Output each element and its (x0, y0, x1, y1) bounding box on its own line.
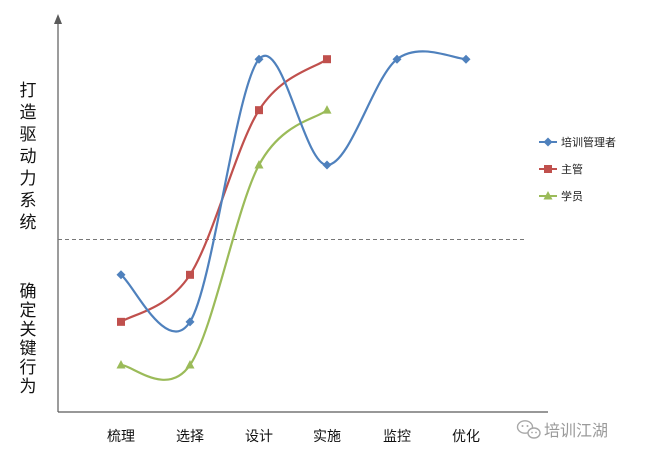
series-1-point (185, 317, 195, 327)
series-2-point (117, 317, 125, 326)
y-axis-label-upper-char: 造 (20, 103, 37, 123)
series-3-point (254, 160, 264, 169)
y-axis-label-lower-char: 为 (20, 377, 37, 397)
y-axis-label-lower-char: 行 (20, 358, 37, 378)
legend-item-1-swatch-point (543, 137, 553, 147)
series-3 (116, 105, 332, 381)
x-tick-label: 优化 (452, 429, 480, 445)
y-axis-label-upper-char: 动 (20, 147, 37, 167)
watermark: 培训江湖 (516, 420, 608, 440)
legend-item-2-label: 主管 (561, 162, 583, 176)
series-1-point (461, 54, 471, 64)
legend-item-2-swatch-point (544, 165, 552, 173)
series-2-point (323, 55, 331, 64)
y-axis-label-upper-char: 系 (20, 191, 37, 211)
x-tick-label: 监控 (383, 429, 411, 445)
y-axis-arrow (54, 14, 62, 24)
y-axis-label-lower-char: 关 (20, 320, 37, 340)
x-tick-label: 梳理 (107, 429, 135, 445)
series-2-line (119, 58, 329, 323)
series-3-point (322, 105, 332, 114)
y-axis-label-upper-char: 驱 (20, 125, 37, 145)
series-1-line (119, 50, 468, 333)
legend-item-1: 培训管理者 (539, 135, 616, 149)
x-tick-label: 选择 (176, 429, 204, 445)
y-axis-label-upper-char: 统 (20, 213, 37, 233)
series-3-point (116, 359, 126, 369)
series-layer (116, 50, 471, 381)
watermark-text: 培训江湖 (544, 421, 608, 440)
series-1 (116, 50, 471, 333)
series-1-point (322, 160, 332, 170)
wechat-icon (516, 420, 541, 439)
series-1-point (254, 54, 264, 64)
series-2-point (255, 106, 263, 115)
axes (54, 14, 548, 413)
legend-item-1-label: 培训管理者 (561, 135, 616, 149)
y-axis-label-lower-char: 确 (20, 282, 37, 302)
y-axis-label-upper-char: 打 (20, 81, 37, 101)
series-3-line (119, 109, 329, 381)
legend-item-3-label: 学员 (561, 189, 583, 203)
x-tick-labels: 梳理 选择 设计 实施 监控 优化 (107, 429, 480, 445)
y-axis-label-lower-char: 定 (20, 301, 37, 321)
series-2-point (186, 270, 194, 279)
series-1-point (392, 54, 402, 64)
y-axis-label-lower-char: 键 (20, 339, 37, 359)
legend-item-2: 主管 (539, 162, 583, 176)
y-axis-label-upper-char: 力 (20, 169, 37, 189)
legend-item-3: 学员 (539, 189, 583, 203)
x-tick-label: 实施 (313, 429, 341, 445)
series-3-point (185, 359, 195, 369)
x-tick-label: 设计 (245, 429, 273, 445)
series-1-point (116, 270, 126, 280)
series-2 (117, 55, 331, 326)
legend-item-3-swatch-point (543, 191, 553, 200)
